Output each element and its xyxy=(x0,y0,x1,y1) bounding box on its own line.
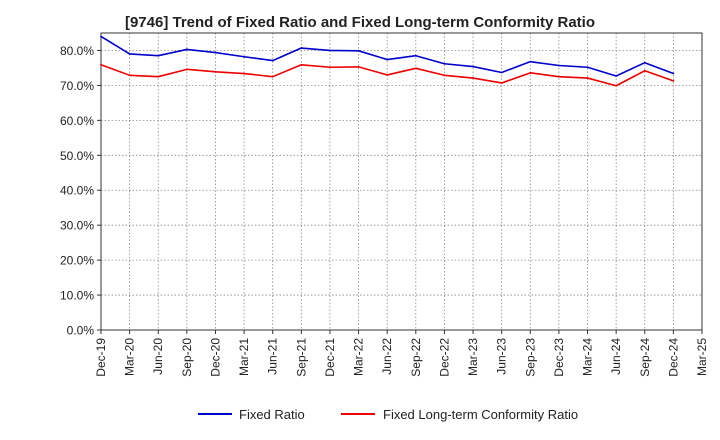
series-1-point xyxy=(500,71,503,74)
x-tick-label: Dec-20 xyxy=(208,338,222,377)
x-tick-label: Jun-20 xyxy=(151,338,165,375)
x-tick-label: Mar-21 xyxy=(237,338,251,376)
series-1-point xyxy=(472,65,474,68)
x-tick-label: Dec-19 xyxy=(94,338,108,377)
y-tick-label: 70.0% xyxy=(60,79,94,93)
x-tick-label: Sep-23 xyxy=(523,338,537,377)
legend-label-1: Fixed Ratio xyxy=(239,407,305,422)
x-tick-label: Mar-23 xyxy=(466,338,480,376)
series-2-point xyxy=(100,63,102,66)
x-tick-label: Mar-20 xyxy=(123,338,137,376)
series-1-point xyxy=(386,58,389,61)
series-1-point xyxy=(214,51,217,54)
series-1-point xyxy=(300,47,303,49)
series-1-point xyxy=(443,62,446,65)
series-2-point xyxy=(643,69,646,72)
series-2-point xyxy=(472,77,474,79)
series-2-point xyxy=(386,74,389,76)
x-tick-label: Sep-20 xyxy=(180,338,194,377)
y-tick-label: 40.0% xyxy=(60,184,94,198)
series-1-point xyxy=(558,64,560,67)
series-1-point xyxy=(615,75,618,77)
x-tick-label: Dec-24 xyxy=(666,338,680,377)
series-2-point xyxy=(157,75,160,78)
x-tick-label: Mar-22 xyxy=(352,338,366,376)
series-1-point xyxy=(672,72,675,75)
series-2-point xyxy=(615,84,618,87)
x-tick-label: Sep-24 xyxy=(638,338,652,377)
x-tick-label: Jun-23 xyxy=(495,338,509,375)
series-2-point xyxy=(329,66,331,69)
series-1-point xyxy=(414,54,417,57)
series-2-point xyxy=(214,70,217,73)
series-2-point xyxy=(414,67,417,70)
series-2-point xyxy=(357,65,360,68)
series-1-point xyxy=(243,55,245,58)
series-1-point xyxy=(157,54,160,57)
x-tick-label: Dec-22 xyxy=(437,338,451,377)
series-2-point xyxy=(558,75,560,78)
series-2-point xyxy=(300,63,303,66)
x-axis-ticks: Dec-19 Mar-20 Jun-20 Sep-20 Dec-20 Mar-21 Jun-… xyxy=(94,330,709,377)
series-2-point xyxy=(128,74,131,77)
chart-title: [9746] Trend of Fixed Ratio and Fixed Lo… xyxy=(124,14,596,31)
x-tick-label: Sep-22 xyxy=(409,338,423,377)
series-lines xyxy=(100,35,675,87)
y-tick-label: 30.0% xyxy=(60,219,94,233)
x-tick-label: Dec-23 xyxy=(552,338,566,377)
y-tick-label: 10.0% xyxy=(60,289,94,303)
axes xyxy=(100,32,703,331)
x-tick-label: Mar-24 xyxy=(581,338,595,376)
series-1-point xyxy=(357,49,360,52)
series-2-point xyxy=(243,72,245,75)
series-1-point xyxy=(586,66,589,69)
x-tick-label: Jun-24 xyxy=(609,338,623,375)
series-2-point xyxy=(672,79,675,82)
series-1-point xyxy=(185,48,188,51)
legend: Fixed Ratio Fixed Long-term Conformity Ra… xyxy=(198,407,578,422)
series-2-point xyxy=(586,77,589,79)
x-tick-label: Mar-25 xyxy=(695,338,709,376)
series-1-point xyxy=(329,49,331,52)
x-tick-label: Jun-21 xyxy=(266,338,280,375)
series-1-point xyxy=(271,59,274,62)
y-tick-label: 60.0% xyxy=(60,114,94,128)
series-1-point xyxy=(128,53,131,55)
y-tick-label: 20.0% xyxy=(60,254,94,268)
x-tick-label: Sep-21 xyxy=(294,338,308,377)
series-1-point xyxy=(529,60,532,63)
plot-frame xyxy=(100,32,703,331)
grid-lines xyxy=(101,33,702,330)
legend-label-2: Fixed Long-term Conformity Ratio xyxy=(383,407,578,422)
x-tick-label: Dec-21 xyxy=(323,338,337,377)
y-tick-label: 80.0% xyxy=(60,44,94,58)
y-tick-label: 0.0% xyxy=(67,324,95,338)
series-2-point xyxy=(529,71,532,74)
series-2-point xyxy=(271,75,274,78)
y-tick-label: 50.0% xyxy=(60,149,94,163)
x-tick-label: Jun-22 xyxy=(380,338,394,375)
series-2-point xyxy=(185,68,188,71)
y-axis-ticks: 0.0% 10.0% 20.0% 30.0% 40.0% 50.0% 60.0% 70.0% 8… xyxy=(60,44,101,338)
series-1-point xyxy=(643,61,646,64)
series-2-point xyxy=(443,74,446,77)
series-1-point xyxy=(100,35,102,38)
series-2-point xyxy=(500,82,503,84)
